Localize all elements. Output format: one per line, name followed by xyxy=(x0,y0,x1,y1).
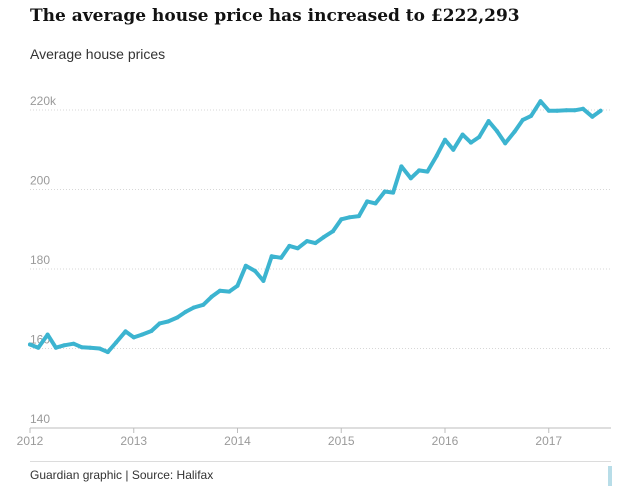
data-point-60 xyxy=(546,108,551,113)
series-line-0 xyxy=(28,99,603,355)
data-point-0 xyxy=(28,342,32,347)
data-point-7 xyxy=(88,345,93,350)
data-point-31 xyxy=(295,246,300,251)
data-point-1 xyxy=(36,345,41,350)
x-axis: 2012 2013 2014 2015 2016 2017 xyxy=(17,428,562,448)
source-credit: Guardian graphic | Source: Halifax xyxy=(30,468,214,482)
data-point-19 xyxy=(191,305,196,310)
data-point-16 xyxy=(166,319,170,324)
data-point-36 xyxy=(339,217,344,222)
data-point-30 xyxy=(287,243,292,248)
data-point-5 xyxy=(71,341,76,346)
data-point-50 xyxy=(460,132,465,137)
gridlines xyxy=(30,109,611,429)
data-point-57 xyxy=(520,117,525,122)
data-point-25 xyxy=(243,263,248,268)
chart-title: The average house price has increased to… xyxy=(30,6,520,26)
chart-subtitle: Average house prices xyxy=(30,46,166,62)
data-point-63 xyxy=(572,108,577,113)
data-point-33 xyxy=(313,241,318,246)
data-point-42 xyxy=(391,190,396,195)
data-point-41 xyxy=(382,189,387,194)
data-point-14 xyxy=(149,329,154,333)
series-layer xyxy=(28,99,603,355)
y-tick-label-140: 140 xyxy=(30,412,50,426)
data-point-4 xyxy=(62,343,67,348)
y-tick-label-220: 220k xyxy=(30,94,57,108)
x-tick-label-2012: 2012 xyxy=(17,434,44,448)
data-point-27 xyxy=(261,278,266,283)
data-point-56 xyxy=(512,129,517,134)
data-point-39 xyxy=(365,199,370,204)
data-point-17 xyxy=(175,315,180,320)
data-point-29 xyxy=(279,255,284,260)
data-point-32 xyxy=(305,239,309,244)
data-point-28 xyxy=(269,254,274,259)
data-point-66 xyxy=(598,108,603,113)
data-point-3 xyxy=(53,345,58,350)
data-point-37 xyxy=(347,215,352,220)
data-point-18 xyxy=(183,309,188,314)
data-point-53 xyxy=(486,119,491,124)
guardian-accent-mark xyxy=(608,466,612,486)
data-point-40 xyxy=(373,201,378,206)
data-point-20 xyxy=(201,302,206,307)
data-point-61 xyxy=(555,108,560,113)
data-point-55 xyxy=(503,141,508,146)
x-tick-label-2015: 2015 xyxy=(328,434,355,448)
data-point-45 xyxy=(417,168,422,173)
data-point-23 xyxy=(227,289,232,294)
data-point-46 xyxy=(425,169,430,174)
data-point-51 xyxy=(468,140,473,145)
data-point-34 xyxy=(321,235,326,240)
x-tick-label-2016: 2016 xyxy=(432,434,459,448)
data-point-21 xyxy=(209,294,214,299)
y-tick-label-200: 200 xyxy=(30,173,50,187)
data-point-15 xyxy=(157,321,162,326)
data-point-52 xyxy=(477,135,482,139)
data-point-22 xyxy=(217,288,222,293)
data-point-59 xyxy=(538,99,543,104)
x-tick-label-2017: 2017 xyxy=(535,434,562,448)
data-point-13 xyxy=(140,332,144,337)
data-point-2 xyxy=(45,332,50,337)
data-point-43 xyxy=(399,164,404,169)
data-point-47 xyxy=(434,153,439,158)
data-point-8 xyxy=(97,346,102,351)
data-point-26 xyxy=(253,269,258,273)
data-point-44 xyxy=(408,176,413,181)
data-point-24 xyxy=(235,283,240,288)
data-point-12 xyxy=(131,335,136,340)
data-point-62 xyxy=(564,108,569,113)
data-point-10 xyxy=(114,340,119,345)
y-tick-label-180: 180 xyxy=(30,253,50,267)
data-point-54 xyxy=(494,129,499,133)
x-tick-label-2014: 2014 xyxy=(224,434,251,448)
data-point-58 xyxy=(529,113,534,118)
data-point-49 xyxy=(451,147,456,152)
data-point-48 xyxy=(443,137,447,142)
data-point-38 xyxy=(356,214,361,219)
data-point-6 xyxy=(79,345,84,350)
data-point-9 xyxy=(105,350,110,355)
footer-divider xyxy=(30,461,611,462)
data-point-65 xyxy=(590,114,595,119)
data-point-11 xyxy=(123,329,128,334)
x-tick-label-2013: 2013 xyxy=(120,434,147,448)
data-point-64 xyxy=(581,106,585,111)
data-point-35 xyxy=(331,229,335,234)
